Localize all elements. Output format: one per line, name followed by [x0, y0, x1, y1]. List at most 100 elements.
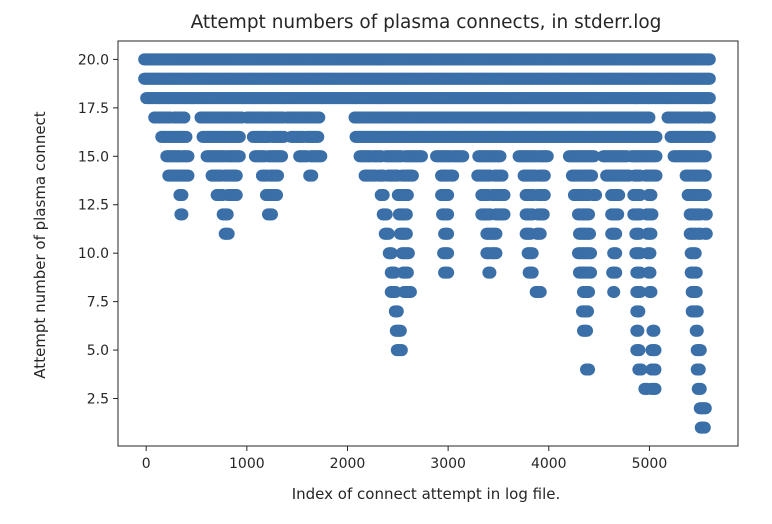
data-point [442, 227, 455, 240]
x-tick-label: 2000 [330, 456, 366, 472]
data-point [585, 266, 598, 279]
y-tick-label: 15.0 [78, 149, 109, 165]
data-point [703, 72, 716, 85]
data-point [306, 169, 319, 182]
scatter-points [138, 53, 716, 434]
data-point [690, 285, 703, 298]
data-point [271, 189, 284, 202]
data-point [526, 247, 539, 260]
data-point [538, 189, 551, 202]
data-point [400, 227, 413, 240]
data-point [233, 150, 246, 163]
data-point [691, 324, 704, 337]
data-point [612, 208, 625, 221]
data-point [182, 169, 195, 182]
data-point [693, 363, 706, 376]
data-point [265, 208, 278, 221]
data-point [650, 169, 663, 182]
data-point [645, 189, 658, 202]
data-point [633, 305, 646, 318]
data-point [584, 227, 597, 240]
data-point [650, 130, 663, 143]
data-point [315, 150, 328, 163]
x-axis-label: Index of connect attempt in log file. [292, 485, 561, 503]
y-tick-label: 17.5 [78, 101, 109, 117]
data-point [699, 402, 712, 415]
data-point [694, 382, 707, 395]
y-axis-label: Attempt number of plasma connect [31, 111, 49, 378]
data-point [694, 344, 707, 357]
data-point [689, 247, 702, 260]
data-point [178, 111, 191, 124]
data-point [442, 189, 455, 202]
data-point [484, 266, 497, 279]
data-point [585, 247, 598, 260]
data-point [534, 285, 547, 298]
data-point [613, 189, 626, 202]
data-point [391, 305, 404, 318]
y-tick-label: 5.0 [87, 343, 109, 359]
data-point [221, 208, 234, 221]
data-point [608, 285, 621, 298]
data-point [313, 111, 326, 124]
y-tick-label: 2.5 [87, 392, 109, 408]
data-point [645, 285, 658, 298]
data-point [222, 227, 235, 240]
data-point [230, 189, 243, 202]
data-point [644, 247, 657, 260]
data-point [583, 208, 596, 221]
data-point [648, 324, 661, 337]
data-point [233, 130, 246, 143]
data-point [698, 421, 711, 434]
data-point [691, 305, 704, 318]
data-point [581, 324, 594, 337]
y-tick-label: 10.0 [78, 246, 109, 262]
data-point [490, 247, 503, 260]
data-point [380, 208, 393, 221]
data-point [610, 266, 623, 279]
data-point [400, 208, 413, 221]
data-point [610, 227, 623, 240]
data-point [582, 305, 595, 318]
data-point [699, 189, 712, 202]
data-point [541, 150, 554, 163]
data-point [442, 266, 455, 279]
data-point [583, 285, 596, 298]
data-point [415, 150, 428, 163]
x-tick-label: 3000 [430, 456, 466, 472]
data-point [610, 247, 623, 260]
data-point [699, 169, 712, 182]
data-point [534, 227, 547, 240]
data-point [690, 266, 703, 279]
data-point [538, 169, 551, 182]
x-tick-label: 1000 [229, 456, 265, 472]
data-point [703, 130, 716, 143]
data-point [645, 227, 658, 240]
data-point [494, 150, 507, 163]
data-point [404, 285, 417, 298]
data-point [498, 208, 511, 221]
data-point [699, 150, 712, 163]
x-tick-label: 5000 [632, 456, 668, 472]
data-point [650, 150, 663, 163]
data-point [176, 208, 189, 221]
data-point [703, 111, 716, 124]
data-point [537, 208, 550, 221]
data-point [401, 189, 414, 202]
data-point [176, 189, 189, 202]
data-point [182, 150, 195, 163]
data-point [272, 169, 285, 182]
data-point [703, 53, 716, 66]
x-tick-label: 0 [142, 456, 151, 472]
data-point [442, 247, 455, 260]
data-point [402, 247, 415, 260]
data-point [276, 150, 289, 163]
data-point [649, 363, 662, 376]
data-point [700, 227, 713, 240]
data-point [590, 189, 603, 202]
data-point [496, 169, 509, 182]
data-point [382, 227, 395, 240]
data-point [312, 130, 325, 143]
